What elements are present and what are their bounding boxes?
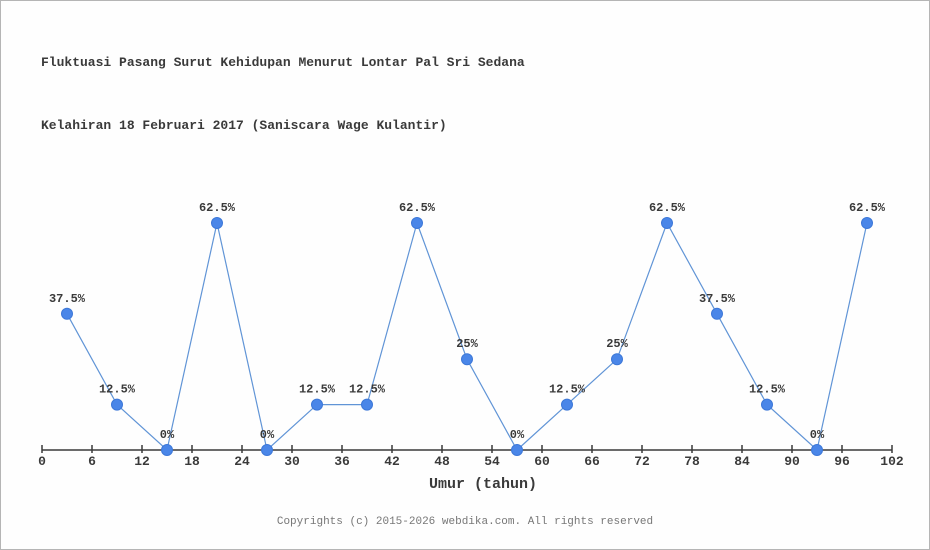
x-axis-tick-label: 102 xyxy=(880,454,904,469)
x-axis-tick-label: 24 xyxy=(234,454,250,469)
data-point-label: 0% xyxy=(160,428,175,442)
data-point-label: 62.5% xyxy=(649,201,686,215)
data-point-label: 0% xyxy=(810,428,825,442)
data-point-marker xyxy=(711,307,723,320)
data-point-label: 25% xyxy=(456,337,478,351)
x-axis-tick-label: 90 xyxy=(784,454,800,469)
data-point-marker xyxy=(111,398,123,411)
x-axis-tick-label: 54 xyxy=(484,454,500,469)
data-point-marker xyxy=(811,444,823,456)
x-axis-tick-label: 72 xyxy=(634,454,650,469)
data-point-marker xyxy=(761,398,773,411)
data-point-marker xyxy=(511,444,523,456)
data-point-marker xyxy=(361,398,373,411)
data-point-marker xyxy=(611,353,623,366)
x-axis-tick-label: 42 xyxy=(384,454,400,469)
x-axis-tick-label: 30 xyxy=(284,454,300,469)
data-point-marker xyxy=(211,217,223,229)
data-point-label: 12.5% xyxy=(549,383,586,397)
data-point-label: 12.5% xyxy=(99,383,136,397)
x-axis-tick-label: 60 xyxy=(534,454,550,469)
data-point-marker xyxy=(61,307,73,320)
chart-title-line1: Fluktuasi Pasang Surut Kehidupan Menurut… xyxy=(41,55,525,70)
data-point-marker xyxy=(261,444,273,456)
data-point-label: 0% xyxy=(510,428,525,442)
data-point-label: 62.5% xyxy=(849,201,886,215)
copyright-footer: Copyrights (c) 2015-2026 webdika.com. Al… xyxy=(276,516,654,528)
data-point-marker xyxy=(661,217,673,229)
data-point-label: 62.5% xyxy=(199,201,236,215)
x-axis-tick-label: 12 xyxy=(134,454,150,469)
x-axis-tick-label: 84 xyxy=(734,454,750,469)
data-point-label: 37.5% xyxy=(699,292,736,306)
data-point-marker xyxy=(461,353,473,366)
x-axis-tick-label: 6 xyxy=(88,454,96,469)
data-point-marker xyxy=(561,398,573,411)
chart-title: Fluktuasi Pasang Surut Kehidupan Menurut… xyxy=(41,10,525,178)
data-point-label: 25% xyxy=(606,337,628,351)
data-point-label: 37.5% xyxy=(49,292,86,306)
x-axis-tick-label: 18 xyxy=(184,454,200,469)
data-point-marker xyxy=(311,398,323,411)
x-axis-tick-label: 0 xyxy=(38,454,46,469)
chart-title-line2: Kelahiran 18 Februari 2017 (Saniscara Wa… xyxy=(41,118,447,133)
data-point-marker xyxy=(861,217,873,229)
x-axis-tick-label: 48 xyxy=(434,454,450,469)
x-axis-tick-label: 66 xyxy=(584,454,600,469)
x-axis-tick-label: 96 xyxy=(834,454,850,469)
data-point-marker xyxy=(161,444,173,456)
data-point-marker xyxy=(411,217,423,229)
x-axis-tick-label: 36 xyxy=(334,454,350,469)
data-point-label: 12.5% xyxy=(299,383,336,397)
x-axis-tick-label: 78 xyxy=(684,454,700,469)
data-point-label: 62.5% xyxy=(399,201,436,215)
data-point-label: 12.5% xyxy=(749,383,786,397)
data-point-label: 12.5% xyxy=(349,383,386,397)
data-point-label: 0% xyxy=(260,428,275,442)
x-axis-title: Umur (tahun) xyxy=(428,476,538,493)
